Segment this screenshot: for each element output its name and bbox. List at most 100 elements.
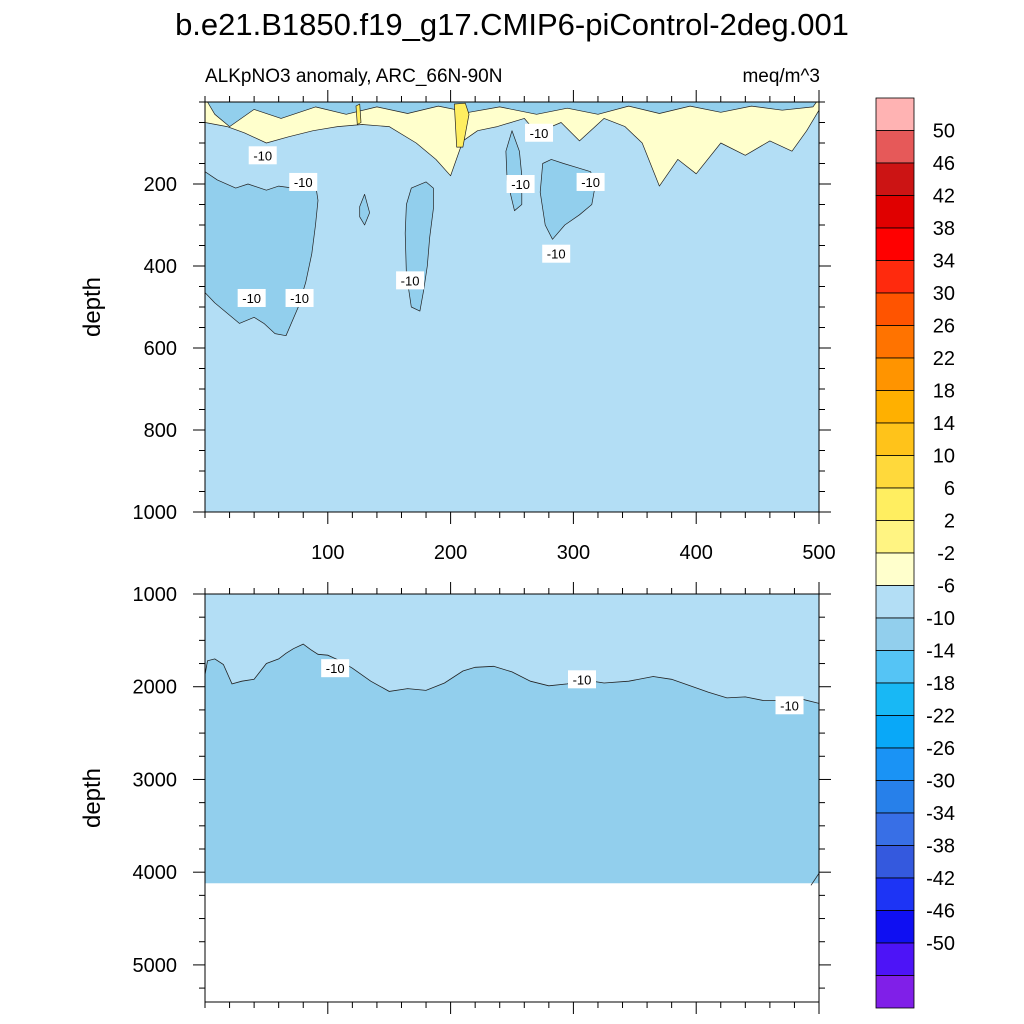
colorbar-label: 6 bbox=[944, 478, 955, 500]
colorbar-label: 34 bbox=[933, 251, 955, 273]
upper-contour-region bbox=[453, 102, 470, 148]
contour-label-box bbox=[576, 172, 605, 191]
contour-label-text: -10 bbox=[326, 661, 345, 676]
colorbar: 50 46 42 38 34 30 26 22 18 14 10 6 2 -2 -6 -10 -14 -18 -22… bbox=[875, 97, 955, 1009]
contour-label-box bbox=[567, 670, 596, 689]
colorbar-label: -46 bbox=[926, 901, 955, 923]
contour-label: -10 bbox=[396, 271, 425, 290]
colorbar-swatch bbox=[875, 227, 915, 261]
contour-label-text: -10 bbox=[294, 175, 313, 190]
contour-label: -10 bbox=[289, 172, 318, 191]
contour-label: -10 bbox=[506, 175, 535, 193]
contour-label: -10 bbox=[285, 288, 314, 307]
colorbar-swatch bbox=[875, 260, 915, 294]
colorbar-swatch bbox=[875, 877, 915, 911]
contour-label: -10 bbox=[525, 123, 554, 142]
colorbar-label: 18 bbox=[933, 381, 955, 403]
x-tick-label: 100 bbox=[311, 542, 344, 564]
upper-panel: -10 -10 -10 -10 -10 -10 -10 -10 -10 100 200 300 400 5… bbox=[79, 90, 836, 564]
x-tick-label: 300 bbox=[557, 542, 590, 564]
contour-label-box bbox=[542, 244, 571, 263]
colorbar-label: -10 bbox=[926, 608, 955, 630]
x-tick-label: 500 bbox=[802, 542, 835, 564]
colorbar-swatch bbox=[875, 162, 915, 196]
colorbar-swatch bbox=[875, 617, 915, 651]
lower-plot-area bbox=[205, 594, 819, 1002]
colorbar-label: 22 bbox=[933, 348, 955, 370]
contour-label-text: -10 bbox=[780, 698, 799, 713]
colorbar-swatch bbox=[875, 325, 915, 359]
y-tick-label: 600 bbox=[144, 338, 177, 360]
x-tick-label: 200 bbox=[434, 542, 467, 564]
colorbar-label: -38 bbox=[926, 836, 955, 858]
lower-panel: -10 -10 -10 1000 2000 3000 4000 5000 depth bbox=[79, 582, 831, 1014]
colorbar-swatch bbox=[875, 130, 915, 164]
colorbar-swatch bbox=[875, 357, 915, 391]
colorbar-label: 38 bbox=[933, 218, 955, 240]
colorbar-swatch bbox=[875, 552, 915, 586]
colorbar-label: -18 bbox=[926, 673, 955, 695]
colorbar-label: -22 bbox=[926, 706, 955, 728]
y-tick-label: 200 bbox=[144, 174, 177, 196]
colorbar-swatch bbox=[875, 422, 915, 456]
upper-contour-region bbox=[359, 193, 370, 226]
colorbar-label: -34 bbox=[926, 803, 955, 825]
colorbar-label: -30 bbox=[926, 771, 955, 793]
contour-label-text: -10 bbox=[581, 175, 600, 190]
colorbar-swatch bbox=[875, 845, 915, 879]
contour-label-box bbox=[775, 696, 804, 715]
contour-label-box bbox=[396, 271, 425, 290]
lower-contour-line bbox=[205, 643, 819, 704]
colorbar-swatch bbox=[875, 780, 915, 814]
colorbar-swatch bbox=[875, 942, 915, 976]
colorbar-label: -50 bbox=[926, 933, 955, 955]
colorbar-label: 26 bbox=[933, 316, 955, 338]
y-axis-label: depth bbox=[79, 768, 106, 828]
colorbar-swatch bbox=[875, 715, 915, 749]
contour-label-box bbox=[321, 659, 350, 678]
contour-label: -10 bbox=[775, 696, 804, 715]
colorbar-label: 46 bbox=[933, 153, 955, 175]
contour-label-box bbox=[248, 146, 277, 165]
contour-label-text: -10 bbox=[547, 247, 566, 262]
contour-label-box bbox=[506, 175, 535, 193]
colorbar-label: -2 bbox=[937, 543, 955, 565]
contour-label: -10 bbox=[248, 146, 277, 165]
colorbar-swatch bbox=[875, 520, 915, 554]
contour-label-box bbox=[237, 288, 266, 307]
contour-label: -10 bbox=[237, 288, 266, 307]
y-tick-label: 4000 bbox=[133, 862, 178, 884]
colorbar-swatch bbox=[875, 650, 915, 684]
y-tick-label: 1000 bbox=[133, 502, 178, 524]
contour-label-text: -10 bbox=[253, 148, 272, 163]
colorbar-label: 30 bbox=[933, 283, 955, 305]
y-tick-label: 2000 bbox=[133, 677, 178, 699]
colorbar-swatch bbox=[875, 747, 915, 781]
y-tick-label: 5000 bbox=[133, 955, 178, 977]
lower-frame bbox=[204, 593, 820, 1003]
colorbar-swatch bbox=[875, 585, 915, 619]
colorbar-swatch bbox=[875, 682, 915, 716]
colorbar-label: 10 bbox=[933, 446, 955, 468]
colorbar-swatch bbox=[875, 812, 915, 846]
contour-label: -10 bbox=[321, 659, 350, 678]
contour-label: -10 bbox=[567, 670, 596, 689]
lower-contour-line bbox=[810, 873, 819, 886]
contour-label-text: -10 bbox=[573, 672, 592, 687]
panel-subtitle-left: ALKpNO3 anomaly, ARC_66N-90N bbox=[205, 66, 502, 87]
contour-label-text: -10 bbox=[401, 273, 420, 288]
colorbar-swatch bbox=[875, 390, 915, 424]
upper-plot-area bbox=[205, 102, 819, 512]
contour-label: -10 bbox=[576, 172, 605, 191]
contour-label-box bbox=[525, 123, 554, 142]
colorbar-label: -42 bbox=[926, 868, 955, 890]
colorbar-swatch bbox=[875, 910, 915, 944]
contour-label-box bbox=[289, 172, 318, 191]
y-tick-label: 3000 bbox=[133, 769, 178, 791]
y-tick-label: 800 bbox=[144, 420, 177, 442]
lower-sea-floor-mask bbox=[205, 883, 819, 1002]
colorbar-swatch bbox=[875, 195, 915, 229]
contour-label: -10 bbox=[542, 244, 571, 263]
y-tick-label: 400 bbox=[144, 256, 177, 278]
